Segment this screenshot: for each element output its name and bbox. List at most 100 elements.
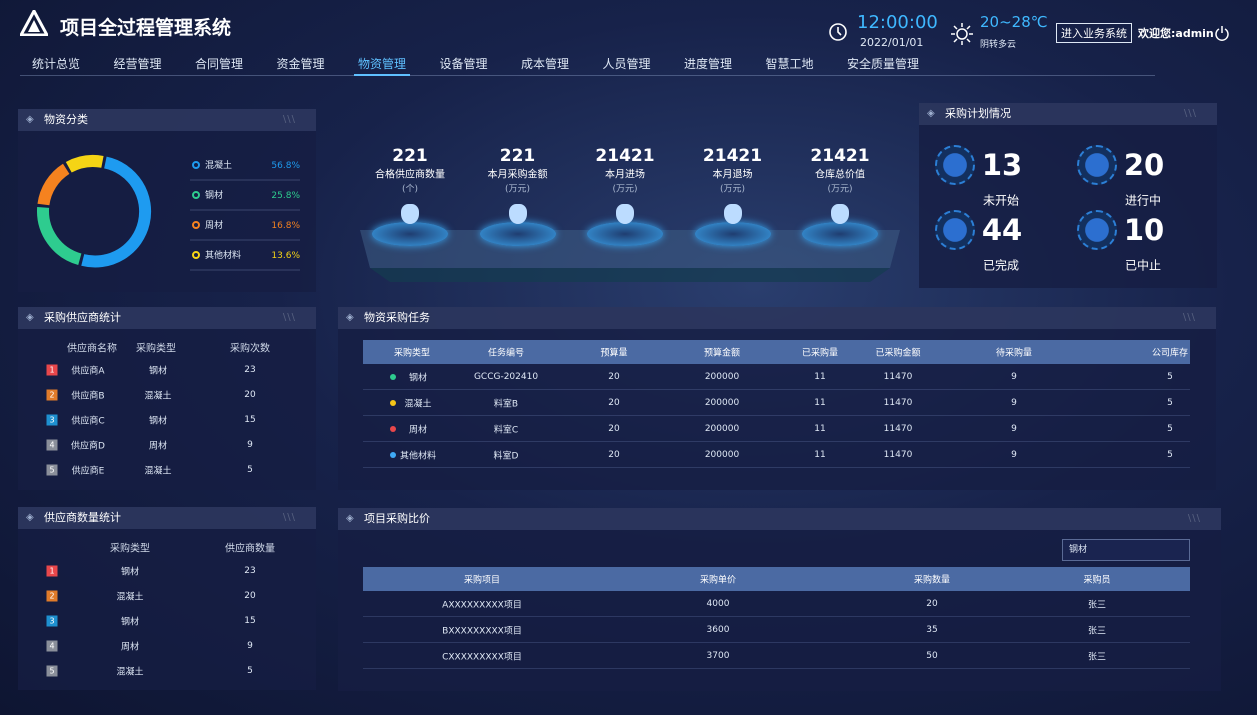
cell-text: 张三 <box>1087 600 1107 611</box>
nav-item[interactable]: 合同管理 <box>195 57 244 71</box>
cell-text: 周材 <box>120 642 140 653</box>
donut-segment <box>81 156 152 268</box>
cell-text: 20 <box>244 591 256 601</box>
cell-text: CXXXXXXXXX项目 <box>442 652 522 663</box>
kpi-area: 221 合格供应商数量 (个) 221 本月采购金额 (万元) 21421 本月进场 (万元) 2… <box>330 100 920 290</box>
rank-badge: 1 <box>46 364 58 376</box>
legend-dot <box>192 251 200 259</box>
table-header: 采购单价 <box>699 575 737 586</box>
plan-icon <box>935 145 975 185</box>
kpi-label: 本月采购金额 <box>487 169 548 181</box>
donut-segment <box>37 207 82 266</box>
rank-badge: 1 <box>46 565 58 577</box>
cell-text: 4000 <box>706 599 730 609</box>
donut-chart: 混凝土 56.8% 钢材 25.8% 周材 16.8% 其他材料 13.6% <box>37 155 300 271</box>
nav-item[interactable]: 物资管理 <box>358 57 407 71</box>
nav-item[interactable]: 智慧工地 <box>765 57 814 71</box>
legend-dot <box>192 161 200 169</box>
category-panel: 物资分类混凝土 56.8% 钢材 25.8% 周材 16.8% 其他材料 13.6% <box>18 109 316 292</box>
table-header: 采购类型 <box>393 348 431 359</box>
cell-text: 5 <box>1167 398 1173 408</box>
cell-text: 11 <box>814 424 826 434</box>
cell-text: 11 <box>814 372 826 382</box>
cell-text: 钢材 <box>408 373 428 384</box>
cell-text: 5 <box>1167 450 1173 460</box>
kpi-value: 21421 <box>595 146 655 166</box>
nav-item[interactable]: 经营管理 <box>113 57 162 71</box>
cell-text: 张三 <box>1087 626 1107 637</box>
table-header: 采购类型 <box>136 343 176 355</box>
cell-text: 200000 <box>704 450 740 460</box>
nav-item[interactable]: 设备管理 <box>439 57 488 71</box>
table-header-bar <box>363 340 1190 364</box>
cell-text: 20 <box>608 398 620 408</box>
cell-text: 23 <box>244 566 256 576</box>
cell-text: 11 <box>814 398 826 408</box>
nav-item[interactable]: 安全质量管理 <box>847 57 920 71</box>
kpi-unit: (万元) <box>612 184 638 195</box>
cell-text: 供应商B <box>71 391 105 402</box>
plan-label: 未开始 <box>982 193 1020 208</box>
cell-text: 200000 <box>704 372 740 382</box>
legend-value: 56.8% <box>271 161 300 171</box>
nav-item[interactable]: 人员管理 <box>602 57 651 71</box>
panel-title: 项目采购比价 <box>338 508 1221 530</box>
table-header: 供应商名称 <box>67 343 117 355</box>
kpi-pedestal <box>587 222 663 246</box>
legend-value: 13.6% <box>271 251 300 261</box>
table-header: 采购数量 <box>913 575 951 586</box>
logo <box>20 10 48 36</box>
cell-text: 20 <box>608 372 620 382</box>
cell-text: 周材 <box>408 425 428 436</box>
cell-text: 钢材 <box>148 416 168 427</box>
temperature: 20~28℃ <box>980 13 1048 31</box>
table-header: 已采购量 <box>801 348 839 359</box>
table-header: 采购员 <box>1083 575 1111 586</box>
table-header: 已采购金额 <box>875 348 921 359</box>
nav-item[interactable]: 进度管理 <box>684 57 733 71</box>
tasks-panel: 物资采购任务采购类型 任务编号 预算量 预算金额 已采购量 已采购金额 待采购量 公司库存钢材… <box>338 307 1216 490</box>
plan-value: 44 <box>981 213 1023 247</box>
kpi-value: 221 <box>392 146 428 166</box>
cell-text: 15 <box>244 415 256 425</box>
nav-item[interactable]: 资金管理 <box>276 57 325 71</box>
power-icon[interactable] <box>1214 25 1230 41</box>
cell-text: 20 <box>608 450 620 460</box>
cell-text: 9 <box>1011 424 1017 434</box>
supplier-count-panel: 供应商数量统计采购类型 供应商数量 1 钢材 23 2 混凝土 20 3 钢材 15 4 周材 9 5 混凝土… <box>18 507 316 690</box>
cell-text: 20 <box>244 390 256 400</box>
panel-title: 供应商数量统计 <box>18 507 316 529</box>
table-header-bar <box>363 567 1190 591</box>
kpi-label: 合格供应商数量 <box>375 169 445 181</box>
cell-text: 9 <box>1011 372 1017 382</box>
cell-text: 钢材 <box>120 567 140 578</box>
row-divider <box>363 415 1190 416</box>
clock-icon <box>829 23 847 41</box>
weather: 阴转多云 <box>980 40 1017 50</box>
type-dot <box>390 374 396 380</box>
cell-text: 3700 <box>706 651 730 661</box>
nav-item[interactable]: 统计总览 <box>32 57 81 71</box>
money-bag-icon <box>508 204 527 224</box>
cell-text: 200000 <box>704 424 740 434</box>
legend-label: 周材 <box>205 219 223 231</box>
cell-text: 200000 <box>704 398 740 408</box>
cell-text: 5 <box>247 666 253 676</box>
cell-text: 钢材 <box>148 366 168 377</box>
type-select[interactable]: 钢材 <box>1062 539 1190 561</box>
row-divider <box>363 642 1190 643</box>
nav-item[interactable]: 成本管理 <box>521 57 570 71</box>
cell-text: 9 <box>247 440 253 450</box>
cell-text: 11 <box>814 450 826 460</box>
table-header: 采购类型 <box>110 543 150 555</box>
legend-label: 混凝土 <box>205 159 232 171</box>
kpi-value: 221 <box>499 146 536 166</box>
rank-badge: 4 <box>46 439 58 451</box>
plan-value: 13 <box>981 148 1023 182</box>
type-dot <box>390 400 396 406</box>
cell-text: AXXXXXXXXX项目 <box>442 600 522 611</box>
table-header: 任务编号 <box>487 348 525 359</box>
kpi-label: 本月进场 <box>605 169 645 181</box>
business-button[interactable]: 进入业务系统 <box>1056 23 1132 43</box>
